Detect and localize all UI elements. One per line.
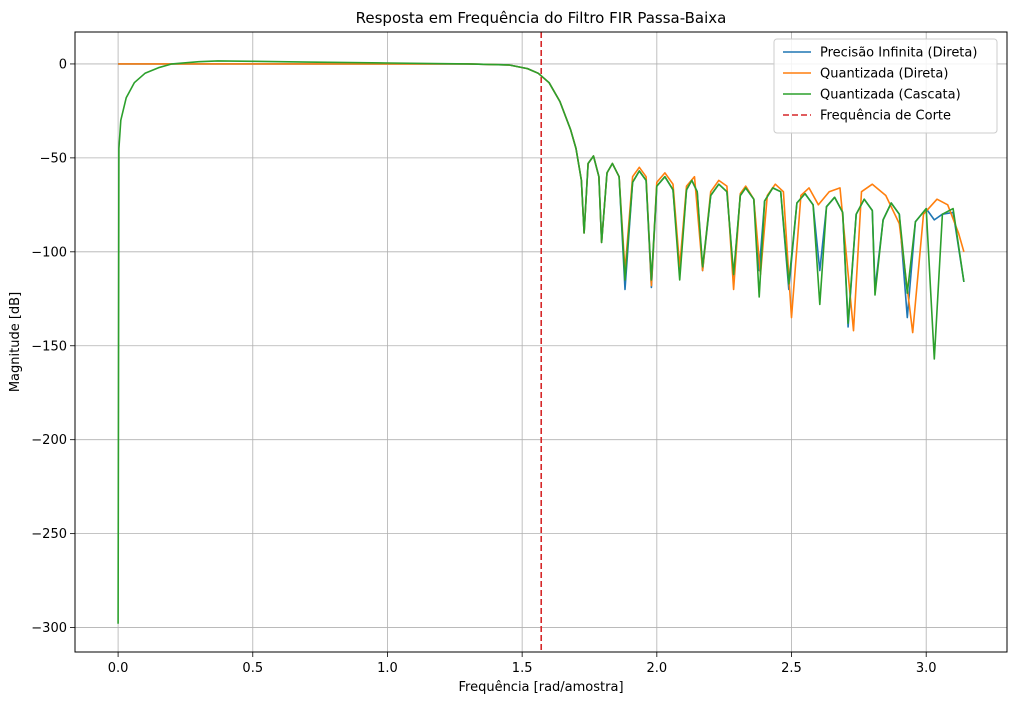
- y-tick-label: 0: [59, 57, 67, 72]
- legend-label: Quantizada (Cascata): [820, 88, 961, 103]
- x-tick-label: 1.5: [512, 661, 533, 676]
- series-layer: [117, 60, 965, 624]
- x-tick-label: 3.0: [916, 661, 937, 676]
- x-tick-label: 2.0: [646, 661, 667, 676]
- x-tick-label: 0.5: [242, 661, 263, 676]
- x-tick-label: 1.0: [377, 661, 398, 676]
- series-line-2: [117, 60, 965, 624]
- x-axis-label: Frequência [rad/amostra]: [458, 680, 623, 695]
- x-tick-label: 2.5: [781, 661, 802, 676]
- x-tick-label: 0.0: [108, 661, 129, 676]
- y-tick-label: −250: [31, 527, 67, 542]
- legend-label: Precisão Infinita (Direta): [820, 46, 977, 61]
- y-axis-label: Magnitude [dB]: [8, 292, 23, 392]
- y-tick-label: −200: [31, 433, 67, 448]
- plot-frame: [74, 31, 1008, 653]
- axes: 0.0 0.5 1.0 1.5 2.0 2.5 3.0 0 −50 −100 −150 −200 −25…: [31, 57, 936, 676]
- y-tick-label: −300: [31, 621, 67, 636]
- legend-label: Quantizada (Direta): [820, 67, 948, 82]
- legend: Precisão Infinita (Direta) Quantizada (Di…: [773, 38, 998, 134]
- legend-label: Frequência de Corte: [820, 109, 951, 124]
- y-tick-label: −100: [31, 245, 67, 260]
- legend-box: [773, 38, 998, 134]
- y-tick-label: −150: [31, 339, 67, 354]
- chart-title: Resposta em Frequência do Filtro FIR Pas…: [356, 9, 727, 27]
- y-tick-label: −50: [40, 151, 67, 166]
